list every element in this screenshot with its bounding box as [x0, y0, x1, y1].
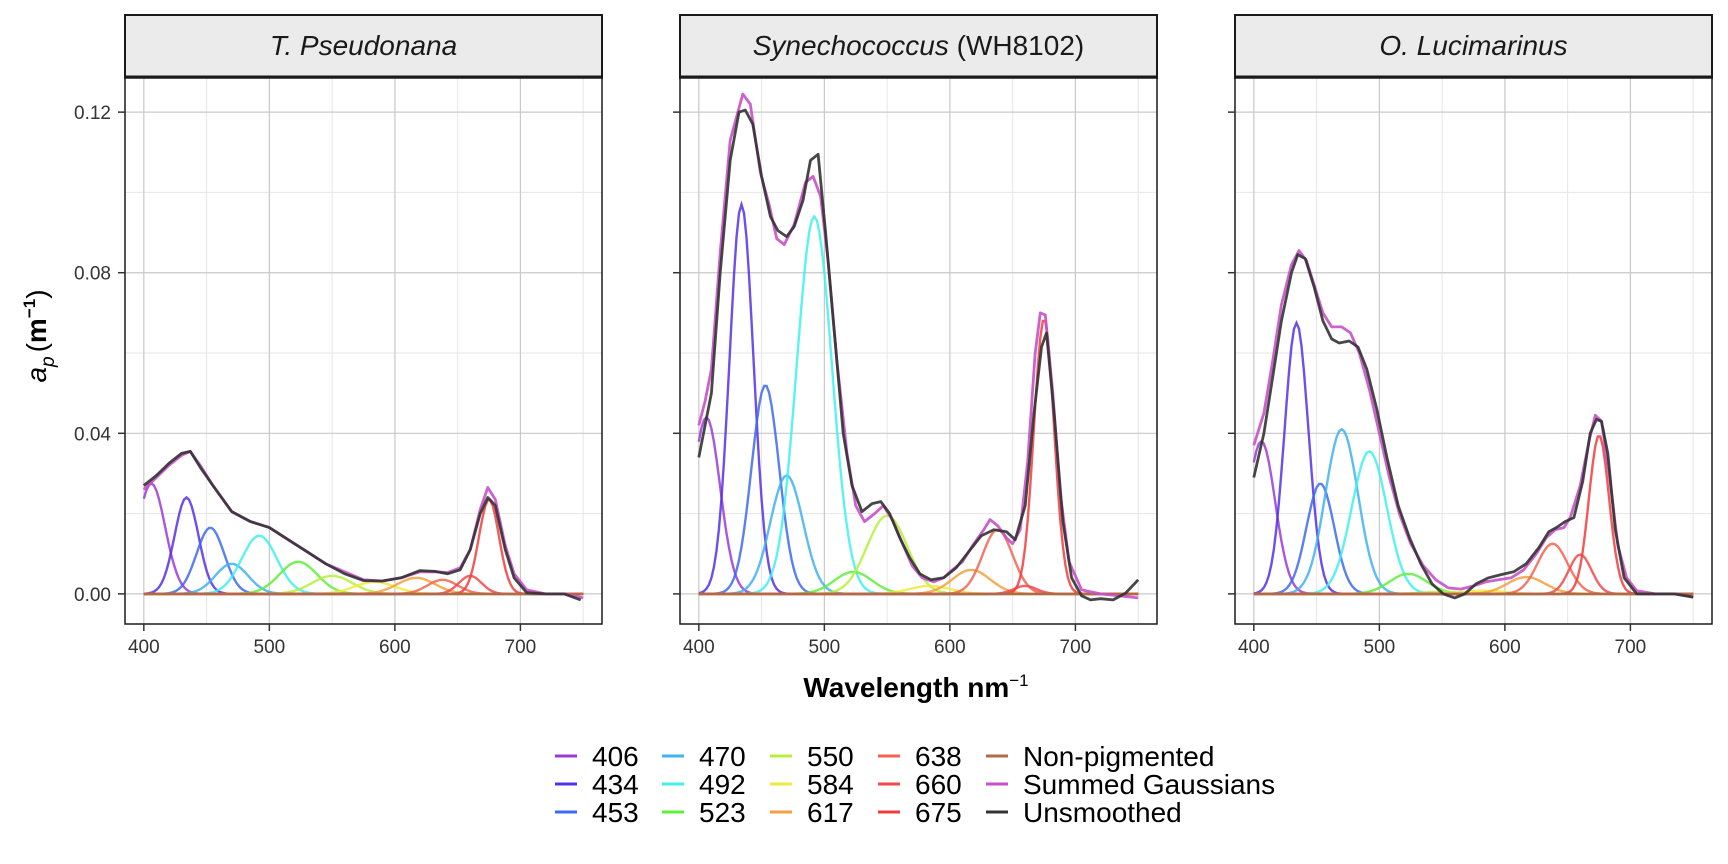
- facet-strip: [679, 14, 1158, 79]
- facet-panel: T. Pseudonana 400 500 600 700: [118, 14, 603, 658]
- panel-border: [679, 77, 1158, 625]
- legend-label: Non-pigmented: [1023, 741, 1214, 772]
- facet-panel: Synechococcus (WH8102) 400 500 600 700: [673, 14, 1158, 658]
- plot-background: [125, 78, 602, 624]
- unsmoothed-line: [142, 450, 582, 602]
- legend-item: 492: [662, 769, 746, 800]
- unsmoothed-line: [1252, 253, 1694, 600]
- facet-title-italic: T. Pseudonana: [270, 30, 457, 61]
- facet-strip: [124, 14, 603, 79]
- legend-label: 492: [699, 769, 746, 800]
- legend-item: 617: [770, 797, 854, 828]
- legend-item: 584: [770, 769, 854, 800]
- x-tick-label: 400: [128, 637, 160, 658]
- x-tick-label: 600: [379, 637, 411, 658]
- plot-background: [680, 78, 1157, 624]
- legend-label: 550: [807, 741, 854, 772]
- x-axis-title: Wavelength nm−1: [803, 671, 1028, 703]
- y-axis-title: ap(m−1): [20, 289, 59, 382]
- x-tick-label: 700: [1060, 637, 1092, 658]
- x-tick-label: 500: [809, 637, 841, 658]
- legend-item: 470: [662, 741, 746, 772]
- legend-label: 406: [592, 741, 639, 772]
- x-tick-label: 500: [254, 637, 286, 658]
- panel-border: [124, 77, 603, 625]
- legend-label: 584: [807, 769, 854, 800]
- facet-panel: O. Lucimarinus 400 500 600 700: [1228, 14, 1713, 658]
- legend-label: 453: [592, 797, 639, 828]
- legend-item: 638: [878, 741, 962, 772]
- legend-item: 675: [878, 797, 962, 828]
- legend-item: 660: [878, 769, 962, 800]
- legend-item: 406: [555, 741, 639, 772]
- facet-title-italic: O. Lucimarinus: [1379, 30, 1567, 61]
- x-tick-label: 500: [1364, 637, 1396, 658]
- x-tick-label: 400: [1238, 637, 1270, 658]
- legend-item: 434: [555, 769, 639, 800]
- legend-label: Summed Gaussians: [1023, 769, 1275, 800]
- legend-item: 453: [555, 797, 639, 828]
- facet-strip-title: O. Lucimarinus: [1379, 30, 1567, 61]
- y-tick-label: 0.00: [74, 585, 111, 606]
- facet-title-suffix: (WH8102): [949, 30, 1084, 61]
- legend-label: 434: [592, 769, 639, 800]
- x-tick-label: 600: [934, 637, 966, 658]
- plot-background: [1235, 78, 1712, 624]
- x-tick-label: 400: [683, 637, 715, 658]
- facet-strip-title: T. Pseudonana: [270, 30, 457, 61]
- x-tick-label: 600: [1489, 637, 1521, 658]
- legend-item: Non-pigmented: [986, 741, 1214, 772]
- legend-item: 550: [770, 741, 854, 772]
- unsmoothed-line: [697, 108, 1140, 602]
- x-tick-label: 700: [505, 637, 537, 658]
- legend-label: 617: [807, 797, 854, 828]
- legend-label: 638: [915, 741, 962, 772]
- legend-item: 523: [662, 797, 746, 828]
- legend-item: Summed Gaussians: [986, 769, 1275, 800]
- legend-label: 675: [915, 797, 962, 828]
- facet-title-italic: Synechococcus: [753, 30, 949, 61]
- x-tick-label: 700: [1615, 637, 1647, 658]
- y-tick-label: 0.08: [74, 264, 111, 285]
- legend-label: Unsmoothed: [1023, 797, 1182, 828]
- panel-border: [1234, 77, 1713, 625]
- y-tick-label: 0.04: [74, 424, 111, 445]
- facet-strip-title: Synechococcus (WH8102): [753, 30, 1084, 61]
- y-axis: 0.00 0.04 0.08 0.12: [74, 103, 111, 606]
- legend-label: 523: [699, 797, 746, 828]
- legend-label: 470: [699, 741, 746, 772]
- y-tick-label: 0.12: [74, 103, 111, 124]
- legend-item: Unsmoothed: [986, 797, 1182, 828]
- legend-label: 660: [915, 769, 962, 800]
